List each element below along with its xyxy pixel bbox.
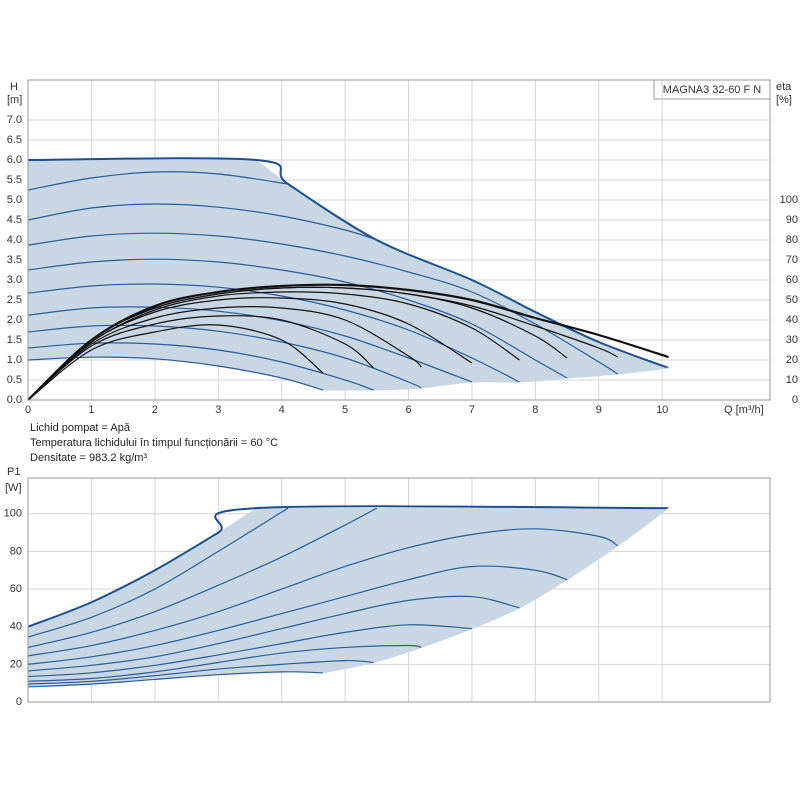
y-tick-label: 3.0: [7, 274, 22, 286]
y-axis-label: H: [10, 81, 18, 93]
curve: [27, 595, 520, 672]
y-tick-label: 3.5: [7, 254, 22, 266]
curve: [322, 507, 669, 674]
curve: [27, 171, 289, 191]
curve: [27, 505, 669, 628]
y2-tick-label: 30: [786, 334, 798, 346]
curve: [27, 528, 619, 657]
y-tick-label: 2.5: [7, 294, 22, 306]
annotation: MAGNA3 32-60 F N: [663, 84, 761, 96]
operating-area: [28, 508, 669, 687]
curve: [27, 324, 422, 389]
y-tick-label: 60: [10, 583, 22, 595]
curve: [322, 367, 669, 391]
operating-area: [28, 160, 669, 390]
curve: [27, 283, 669, 401]
y-tick-label: 0.5: [7, 374, 22, 386]
y-tick-label: 100: [4, 508, 22, 520]
y2-tick-label: 20: [786, 354, 798, 366]
x-tick-label: 4: [279, 404, 285, 416]
y2-tick-label: 100: [780, 194, 798, 206]
y-tick-label: 7.0: [7, 114, 22, 126]
curve: [27, 644, 422, 682]
curve: [27, 671, 323, 688]
x-tick-label: 6: [405, 404, 411, 416]
y2-tick-label: 10: [786, 374, 798, 386]
x-tick-label: 10: [656, 404, 668, 416]
curve: [27, 659, 374, 685]
y-tick-label: 5.0: [7, 194, 22, 206]
y2-tick-label: 40: [786, 314, 798, 326]
x-tick-label: 8: [532, 404, 538, 416]
x-tick-label: 9: [596, 404, 602, 416]
x-tick-label: 7: [469, 404, 475, 416]
y-axis-unit: [W]: [5, 482, 22, 494]
x-tick-label: 1: [88, 404, 94, 416]
y-axis-label: P1: [7, 466, 20, 478]
x-tick-label: 3: [215, 404, 221, 416]
curve: [27, 324, 324, 401]
curve: [27, 291, 520, 401]
curve: [27, 356, 324, 391]
curve: [27, 258, 568, 379]
y-tick-label: 20: [10, 658, 22, 670]
y-tick-label: 0: [16, 696, 22, 708]
curve: [27, 507, 378, 648]
y2-axis-label: eta: [776, 81, 792, 93]
y-tick-label: 1.0: [7, 354, 22, 366]
curve: [27, 565, 568, 665]
plot-frame: [27, 477, 771, 703]
x-tick-label: 5: [342, 404, 348, 416]
x-tick-label: 0: [25, 404, 31, 416]
y-tick-label: 80: [10, 545, 22, 557]
note: Densitate = 983.2 kg/m³: [30, 452, 147, 464]
curve: [27, 283, 520, 383]
y2-tick-label: 50: [786, 294, 798, 306]
plot-frame: [27, 79, 771, 401]
note: Lichid pompat = Apă: [30, 422, 131, 434]
curve: [27, 232, 619, 375]
y-tick-label: 6.5: [7, 134, 22, 146]
curve: [27, 203, 377, 241]
y-tick-label: 6.0: [7, 154, 22, 166]
y-tick-label: 4.0: [7, 234, 22, 246]
curve: [27, 624, 472, 678]
y-tick-label: 4.5: [7, 214, 22, 226]
y2-tick-label: 60: [786, 274, 798, 286]
y-tick-label: 1.5: [7, 334, 22, 346]
y2-tick-label: 90: [786, 214, 798, 226]
x-tick-label: 2: [152, 404, 158, 416]
y-tick-label: 2.0: [7, 314, 22, 326]
y-tick-label: 5.5: [7, 174, 22, 186]
curve: [27, 507, 289, 638]
curve: [27, 157, 669, 369]
curve: [27, 306, 422, 401]
y-tick-label: 0.0: [7, 394, 22, 406]
y2-tick-label: 0: [792, 394, 798, 406]
note: Temperatura lichidului în timpul funcțio…: [30, 437, 278, 449]
y-axis-unit: [m]: [7, 94, 22, 106]
y2-axis-unit: [%]: [776, 94, 792, 106]
curve: [27, 342, 374, 391]
y-tick-label: 40: [10, 621, 22, 633]
y2-tick-label: 80: [786, 234, 798, 246]
curve: [27, 315, 375, 401]
y2-tick-label: 70: [786, 254, 798, 266]
x-axis-label: Q [m³/h]: [724, 404, 764, 416]
